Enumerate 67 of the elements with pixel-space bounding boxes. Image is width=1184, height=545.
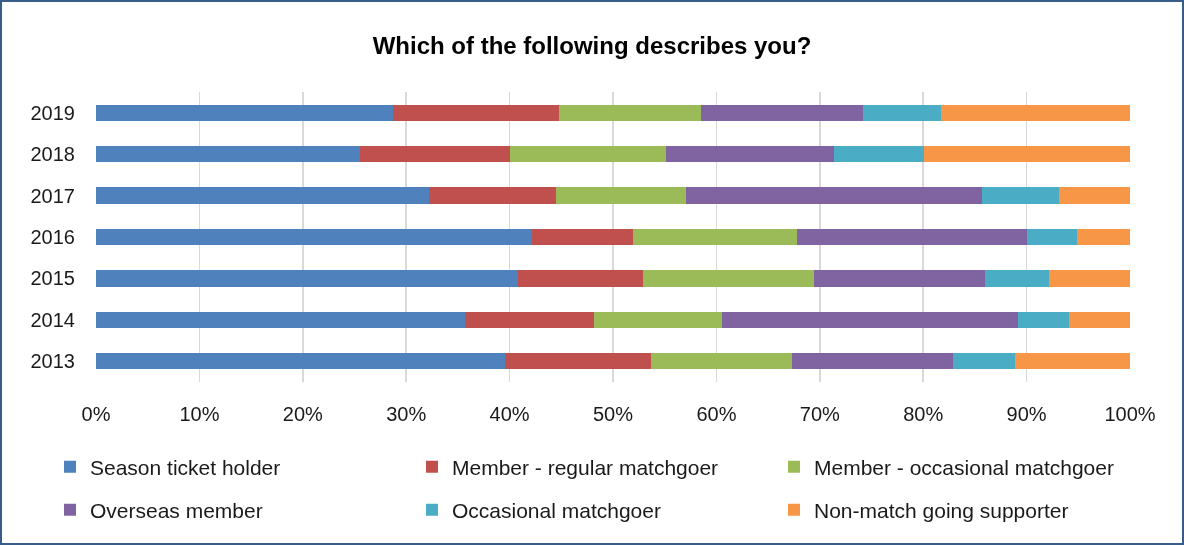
- bar: [924, 146, 1130, 163]
- bar: [559, 104, 701, 121]
- bar: [813, 270, 986, 287]
- bar: [96, 187, 429, 204]
- bar: [465, 311, 595, 328]
- bar: [359, 146, 510, 163]
- y-tick-label: 2019: [30, 101, 75, 124]
- bar: [686, 187, 983, 204]
- bar: [96, 228, 533, 246]
- bar: [96, 104, 393, 121]
- bar: [1077, 228, 1130, 246]
- bar: [1018, 311, 1069, 328]
- bar: [96, 146, 360, 163]
- x-tick-label: 80%: [903, 403, 944, 425]
- x-tick-label: 30%: [386, 403, 427, 425]
- bar: [1026, 228, 1078, 246]
- x-tick-label: 20%: [282, 403, 324, 425]
- x-tick-label: 90%: [1006, 403, 1047, 425]
- bar: [834, 146, 925, 163]
- legend-label: Overseas member: [90, 498, 263, 522]
- y-tick-label: 2016: [30, 226, 75, 248]
- bar: [700, 104, 864, 121]
- legend-label: Non-match going supporter: [814, 498, 1069, 522]
- bar: [863, 104, 941, 121]
- y-tick-label: 2013: [30, 350, 75, 373]
- bar: [1015, 353, 1130, 370]
- chart-title: Which of the following describes you?: [372, 32, 812, 60]
- bar: [985, 270, 1050, 287]
- bar: [96, 270, 518, 287]
- bar: [1058, 187, 1130, 204]
- bar: [721, 311, 1019, 328]
- y-tick-label: 2015: [30, 267, 75, 290]
- bar: [505, 353, 652, 370]
- bar: [96, 353, 506, 370]
- legend-label: Member - regular matchgoer: [452, 455, 719, 479]
- bar: [651, 353, 792, 370]
- bar: [556, 187, 687, 204]
- x-tick-label: 100%: [1104, 403, 1156, 425]
- legend-label: Season ticket holder: [90, 455, 281, 479]
- x-tick-label: 0%: [81, 403, 111, 425]
- y-tick-label: 2014: [30, 308, 75, 331]
- x-tick-label: 60%: [696, 403, 737, 425]
- bar: [1068, 311, 1130, 328]
- y-tick-label: 2017: [30, 184, 75, 207]
- bar: [532, 228, 633, 246]
- x-tick-label: 40%: [489, 403, 530, 425]
- bar: [632, 228, 798, 246]
- bar: [665, 146, 835, 163]
- bar: [642, 270, 814, 287]
- y-tick-label: 2018: [30, 143, 75, 166]
- x-tick-label: 10%: [179, 403, 220, 425]
- bar: [940, 104, 1130, 121]
- x-tick-label: 70%: [799, 403, 841, 425]
- x-tick-label: 50%: [592, 403, 634, 425]
- bar: [797, 228, 1027, 246]
- bar: [791, 353, 954, 370]
- bar: [509, 146, 666, 163]
- bar: [517, 270, 643, 287]
- bar: [1049, 270, 1130, 287]
- bar: [953, 353, 1016, 370]
- legend-label: Member - occasional matchgoer: [814, 455, 1114, 479]
- bar: [428, 187, 557, 204]
- bar: [982, 187, 1059, 204]
- bar: [392, 104, 560, 121]
- legend-label: Occasional matchgoer: [452, 498, 661, 522]
- bar: [96, 311, 466, 328]
- bar: [594, 311, 722, 328]
